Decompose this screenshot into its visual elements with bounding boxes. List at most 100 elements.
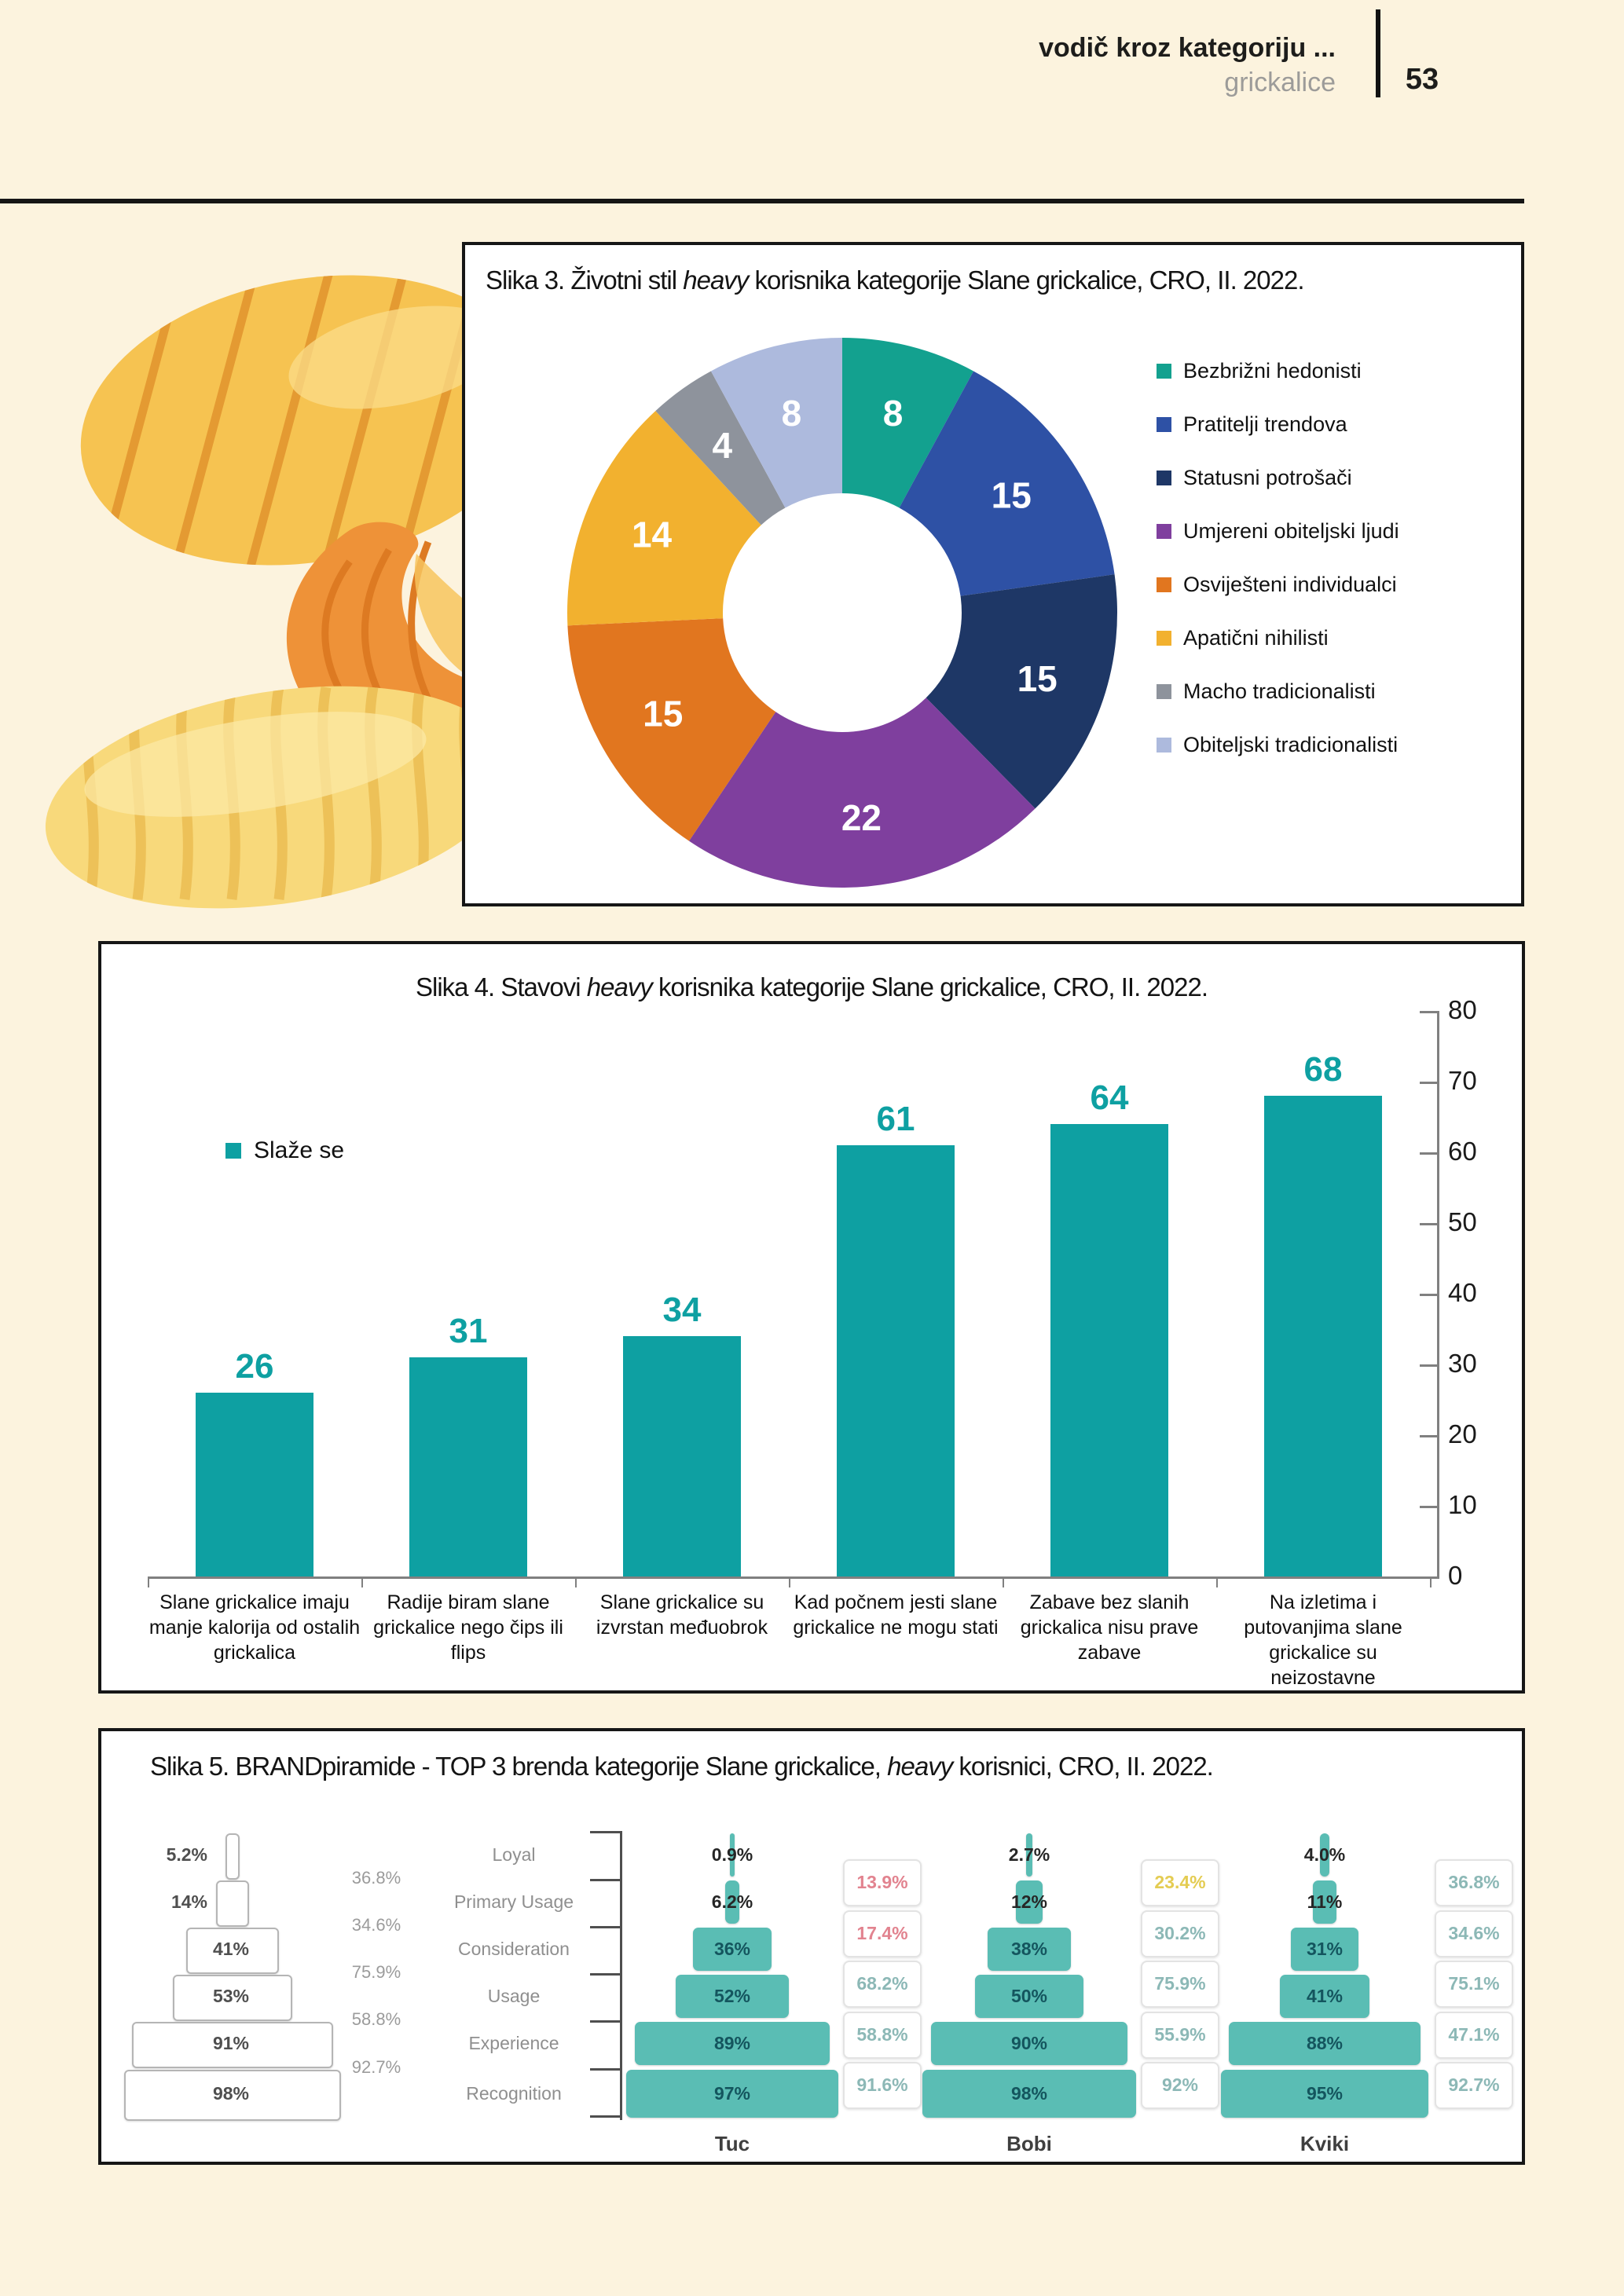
pyramid-axis-tick (590, 2068, 620, 2071)
bar-value-label: 34 (662, 1291, 702, 1329)
figure3-title: Slika 3. Životni stil heavy korisnika ka… (486, 265, 1305, 295)
brand-pyramid-level (1221, 2070, 1428, 2118)
page-header-title: vodič kroz kategoriju ... (1039, 33, 1336, 63)
y-axis-tick (1420, 1223, 1437, 1225)
average-pyramid-level (215, 1880, 250, 1927)
brand-pyramid-value: 2.7% (1008, 1844, 1050, 1865)
legend-label: Statusni potrošači (1183, 466, 1352, 489)
figure5-title: Slika 5. BRANDpiramide - TOP 3 brenda ka… (150, 1752, 1214, 1782)
donut-segment (655, 371, 786, 525)
legend-swatch (1157, 524, 1171, 539)
legend-item: Umjereni obiteljski ljudi (1157, 519, 1399, 544)
brand-pyramid-level (1016, 1880, 1043, 1924)
brand-pyramid-level (1290, 1928, 1358, 1971)
average-pyramid-level (186, 1928, 279, 1974)
legend-item: Bezbrižni hedonisti (1157, 359, 1399, 383)
brand-pyramid-value: 90% (1010, 2032, 1048, 2053)
y-axis-tick (1420, 1152, 1437, 1155)
average-conversion-value: 75.9% (351, 1962, 401, 1982)
x-axis-line (148, 1576, 1439, 1579)
brand-pyramid-value: 97% (713, 2082, 751, 2104)
conversion-rate-box: 68.2% (843, 1961, 922, 2008)
y-axis-tick (1420, 1576, 1437, 1579)
bar-value-label: 31 (449, 1312, 488, 1350)
y-axis-tick-label: 30 (1448, 1349, 1477, 1378)
brand-pyramid-value: 36% (713, 1938, 751, 1959)
brand-pyramid-level (1280, 1975, 1369, 2018)
page-number: 53 (1405, 63, 1439, 96)
figure4-title: Slika 4. Stavovi heavy korisnika kategor… (101, 972, 1522, 1002)
conversion-rate-box: 58.8% (843, 2012, 922, 2059)
average-pyramid-value: 5.2% (166, 1844, 207, 1865)
chip-top (57, 240, 562, 595)
legend-item: Pratitelji trendova (1157, 412, 1399, 437)
brand-pyramid-level (675, 1975, 790, 2018)
brand-pyramid-value: 52% (713, 1985, 751, 2006)
donut-segment-value: 8 (782, 393, 802, 434)
brand-pyramid-level (1312, 1880, 1337, 1924)
bar-category-label: Na izletima i putovanjima slane grickali… (1244, 1591, 1402, 1689)
figure3-box: Slika 3. Životni stil heavy korisnika ka… (462, 242, 1524, 906)
legend-label: Apatični nihilisti (1183, 626, 1329, 650)
brand-pyramid-level (626, 2070, 838, 2118)
pyramid-level-label: Usage (487, 1985, 541, 2006)
y-axis-tick-label: 70 (1448, 1066, 1477, 1095)
bar (623, 1336, 741, 1576)
brand-pyramids-area: Loyal Primary Usage Consideration Usage Expe… (101, 1731, 1522, 2162)
donut-segment-value: 22 (841, 797, 882, 838)
figure5-title-suffix: korisnici, CRO, II. 2022. (952, 1752, 1213, 1781)
figure5-title-italic: heavy (887, 1752, 953, 1781)
figure5-title-prefix: Slika 5. BRANDpiramide - TOP 3 brenda ka… (150, 1752, 888, 1781)
average-pyramid-value: 53% (212, 1985, 250, 2006)
x-axis-tick (1003, 1576, 1004, 1587)
legend-swatch (1157, 684, 1171, 699)
header-divider (1376, 9, 1380, 97)
pyramid-axis-tick (590, 1879, 620, 1881)
conversion-rate-box: 91.6% (843, 2062, 922, 2109)
brand-pyramid-value: 98% (1010, 2082, 1048, 2104)
donut-segment-value: 15 (1017, 658, 1058, 699)
donut-segment (842, 338, 974, 508)
legend-label: Umjereni obiteljski ljudi (1183, 519, 1399, 543)
bar-value-label: 68 (1303, 1050, 1343, 1089)
brand-pyramid-level (725, 1880, 739, 1924)
pyramid-level-label: Experience (468, 2032, 559, 2053)
pyramid-axis-tick (590, 1926, 620, 1928)
conversion-rate-box: 13.9% (843, 1859, 922, 1906)
pyramid-axis-tick (590, 2020, 620, 2023)
bar-category-label: Radije biram slane grickalice nego čips … (373, 1591, 563, 1664)
page-header-subtitle: grickalice (1224, 68, 1336, 97)
average-pyramid-value: 41% (212, 1938, 250, 1959)
brand-pyramid-value: 6.2% (711, 1891, 753, 1912)
brand-pyramid-level (988, 1928, 1071, 1971)
legend-item: Statusni potrošači (1157, 466, 1399, 490)
figure4-title-italic: heavy (586, 972, 653, 1002)
donut-segment-value: 15 (992, 475, 1032, 516)
conversion-rate-box: 92% (1141, 2062, 1219, 2109)
x-axis-tick (1430, 1576, 1432, 1587)
brand-name-label: Bobi (1006, 2132, 1052, 2155)
brand-pyramid-level (1228, 2022, 1421, 2065)
conversion-rate-box: 17.4% (843, 1910, 922, 1957)
y-axis-tick (1420, 1435, 1437, 1437)
bar-value-label: 26 (235, 1347, 274, 1386)
y-axis-tick-label: 60 (1448, 1137, 1477, 1166)
y-axis-line (1437, 1011, 1439, 1579)
average-conversion-value: 58.8% (351, 2009, 401, 2029)
donut-legend: Bezbrižni hedonisti Pratitelji trendova St… (1157, 359, 1399, 757)
donut-segment (710, 338, 842, 508)
legend-label: Obiteljski tradicionalisti (1183, 733, 1399, 756)
conversion-rate-box: 75.1% (1435, 1961, 1513, 2008)
legend-swatch (1157, 738, 1171, 753)
figure5-box: Slika 5. BRANDpiramide - TOP 3 brenda ka… (98, 1728, 1525, 2165)
brand-name-label: Kviki (1300, 2132, 1350, 2155)
bar-category-label: Kad počnem jesti slane grickalice ne mog… (793, 1591, 999, 1639)
conversion-rate-box: 30.2% (1141, 1910, 1219, 1957)
y-axis-tick (1420, 1011, 1437, 1013)
legend-label: Pratitelji trendova (1183, 412, 1347, 436)
y-axis-tick (1420, 1506, 1437, 1508)
brand-pyramid-level (1320, 1833, 1329, 1877)
legend-swatch (1157, 417, 1171, 432)
bar-value-label: 64 (1090, 1078, 1129, 1117)
y-axis-tick (1420, 1294, 1437, 1296)
